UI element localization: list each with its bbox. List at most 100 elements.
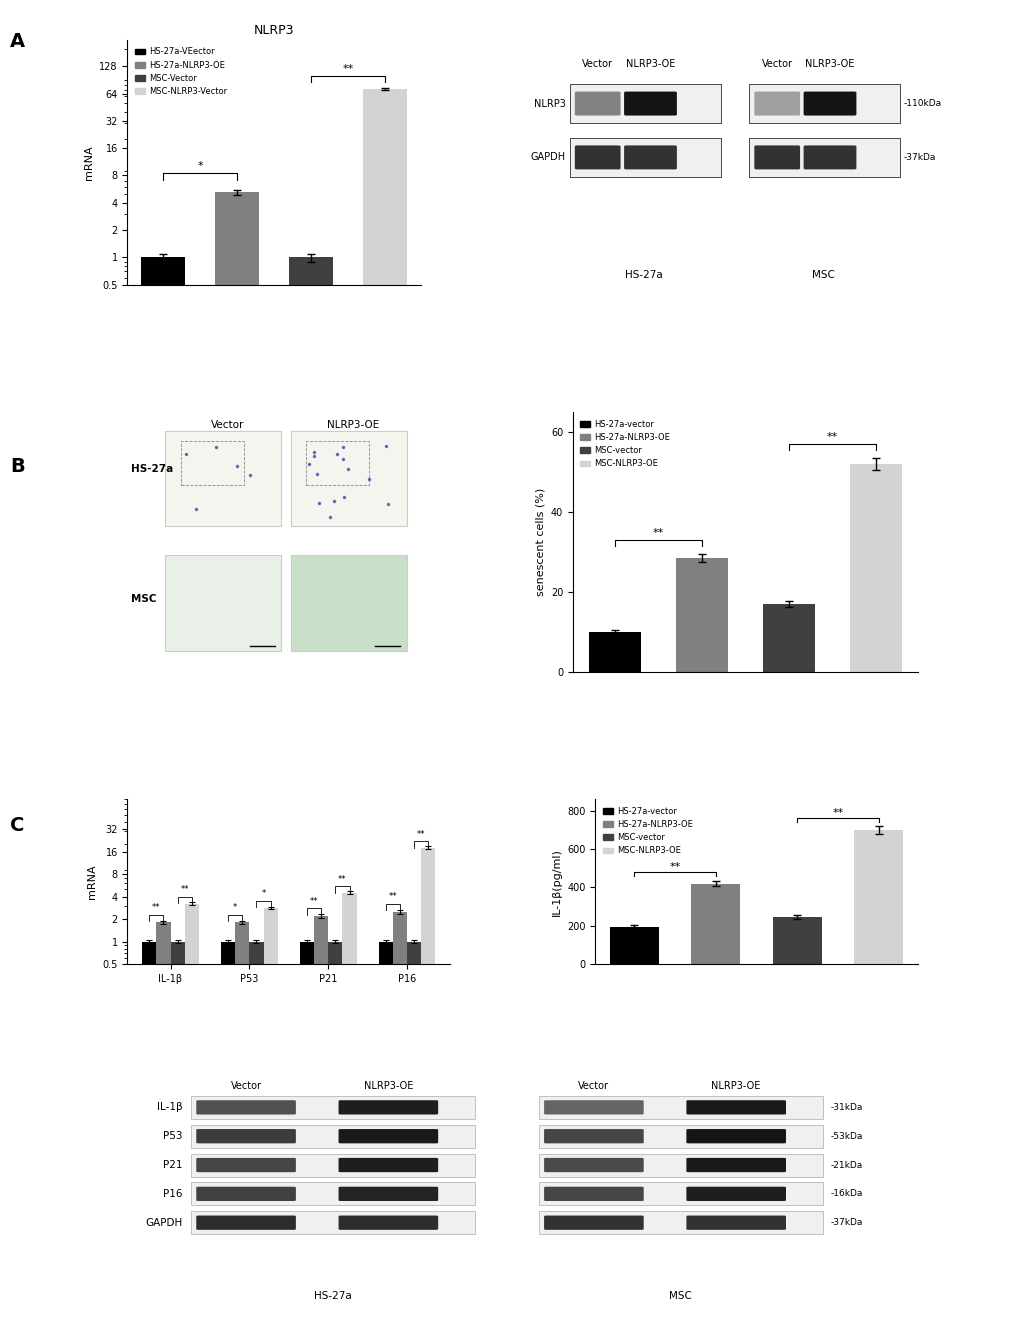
Y-axis label: senescent cells (%): senescent cells (%) — [535, 488, 545, 596]
Bar — [772, 918, 821, 964]
FancyBboxPatch shape — [196, 1100, 296, 1115]
FancyBboxPatch shape — [338, 1158, 438, 1172]
Legend: HS-27a-vector, HS-27a-NLRP3-OE, MSC-vector, MSC-NLRP3-OE: HS-27a-vector, HS-27a-NLRP3-OE, MSC-vect… — [599, 803, 696, 859]
Text: **: ** — [388, 892, 396, 902]
FancyBboxPatch shape — [543, 1158, 643, 1172]
FancyBboxPatch shape — [191, 1153, 475, 1177]
FancyBboxPatch shape — [748, 84, 900, 124]
Bar — [250, 942, 263, 1330]
FancyBboxPatch shape — [165, 431, 281, 527]
FancyBboxPatch shape — [338, 1216, 438, 1230]
Text: **: ** — [832, 809, 843, 818]
FancyBboxPatch shape — [538, 1182, 822, 1205]
FancyBboxPatch shape — [538, 1212, 822, 1234]
FancyBboxPatch shape — [165, 555, 281, 650]
Bar — [170, 942, 184, 1330]
FancyBboxPatch shape — [196, 1216, 296, 1230]
FancyBboxPatch shape — [543, 1100, 643, 1115]
FancyBboxPatch shape — [191, 1096, 475, 1119]
Text: Vector: Vector — [761, 60, 792, 69]
Bar — [849, 464, 902, 672]
Y-axis label: mRNA: mRNA — [84, 145, 94, 180]
Text: MSC: MSC — [811, 270, 834, 279]
Y-axis label: mRNA: mRNA — [87, 864, 97, 899]
Bar — [407, 942, 421, 1330]
Bar — [156, 923, 170, 1330]
Bar — [392, 912, 407, 1330]
Bar — [854, 830, 903, 964]
FancyBboxPatch shape — [624, 145, 677, 169]
Text: HS-27a: HS-27a — [130, 464, 172, 475]
Bar — [342, 892, 357, 1330]
Text: C: C — [10, 817, 24, 835]
Text: **: ** — [417, 830, 425, 839]
FancyBboxPatch shape — [338, 1100, 438, 1115]
Bar — [363, 89, 407, 1330]
Bar — [588, 632, 640, 672]
FancyBboxPatch shape — [538, 1096, 822, 1119]
FancyBboxPatch shape — [338, 1186, 438, 1201]
FancyBboxPatch shape — [338, 1129, 438, 1144]
Text: NLRP3-OE: NLRP3-OE — [364, 1081, 413, 1091]
FancyBboxPatch shape — [569, 84, 720, 124]
Bar — [263, 908, 277, 1330]
FancyBboxPatch shape — [290, 555, 407, 650]
Bar — [184, 904, 199, 1330]
Text: *: * — [197, 161, 203, 172]
Bar — [142, 942, 156, 1330]
FancyBboxPatch shape — [543, 1216, 643, 1230]
FancyBboxPatch shape — [196, 1158, 296, 1172]
FancyBboxPatch shape — [191, 1125, 475, 1148]
Text: *: * — [233, 903, 237, 912]
FancyBboxPatch shape — [686, 1158, 786, 1172]
FancyBboxPatch shape — [624, 92, 677, 116]
Text: GAPDH: GAPDH — [146, 1218, 182, 1228]
FancyBboxPatch shape — [196, 1186, 296, 1201]
Text: *: * — [261, 890, 266, 898]
FancyBboxPatch shape — [803, 145, 856, 169]
FancyBboxPatch shape — [686, 1216, 786, 1230]
Text: -21kDa: -21kDa — [830, 1161, 862, 1169]
Legend: HS-27a-vector, HS-27a-NLRP3-OE, MSC-vector, MSC-NLRP3-OE: HS-27a-vector, HS-27a-NLRP3-OE, MSC-vect… — [577, 416, 674, 472]
FancyBboxPatch shape — [575, 92, 620, 116]
FancyBboxPatch shape — [196, 1129, 296, 1144]
Bar — [328, 942, 342, 1330]
FancyBboxPatch shape — [543, 1129, 643, 1144]
Text: MSC: MSC — [668, 1291, 692, 1301]
FancyBboxPatch shape — [686, 1100, 786, 1115]
Text: IL-1β: IL-1β — [157, 1103, 182, 1112]
Text: -31kDa: -31kDa — [830, 1103, 862, 1112]
Text: **: ** — [338, 875, 346, 883]
Bar — [609, 927, 658, 964]
Text: **: ** — [152, 903, 160, 912]
Text: Vector: Vector — [578, 1081, 608, 1091]
Text: MSC: MSC — [130, 595, 156, 604]
FancyBboxPatch shape — [575, 145, 620, 169]
FancyBboxPatch shape — [538, 1153, 822, 1177]
Text: P21: P21 — [163, 1160, 182, 1170]
Bar — [691, 883, 740, 964]
Text: -110kDa: -110kDa — [903, 98, 942, 108]
Text: **: ** — [310, 896, 318, 906]
FancyBboxPatch shape — [191, 1182, 475, 1205]
Title: NLRP3: NLRP3 — [254, 24, 294, 37]
Bar — [314, 916, 328, 1330]
Bar — [378, 942, 392, 1330]
Text: P16: P16 — [163, 1189, 182, 1198]
Text: HS-27a: HS-27a — [314, 1291, 352, 1301]
Text: Vector: Vector — [211, 420, 245, 430]
Text: **: ** — [668, 862, 680, 872]
Text: Vector: Vector — [582, 60, 612, 69]
Text: -53kDa: -53kDa — [830, 1132, 862, 1141]
Text: NLRP3-OE: NLRP3-OE — [626, 60, 675, 69]
Text: P53: P53 — [163, 1132, 182, 1141]
Text: B: B — [10, 458, 24, 476]
Bar — [221, 942, 235, 1330]
Bar — [215, 193, 259, 1330]
Bar — [676, 559, 728, 672]
FancyBboxPatch shape — [748, 138, 900, 177]
FancyBboxPatch shape — [538, 1125, 822, 1148]
Text: **: ** — [652, 528, 663, 539]
FancyBboxPatch shape — [803, 92, 856, 116]
Bar — [762, 604, 814, 672]
